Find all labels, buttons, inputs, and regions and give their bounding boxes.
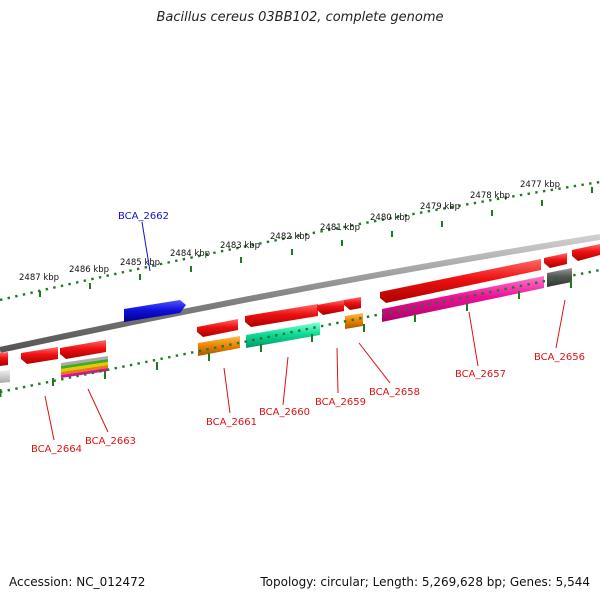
- gene-bca2657-arrow[interactable]: [380, 259, 541, 303]
- feature-teal-bca2660[interactable]: [246, 322, 320, 348]
- inner-ruler-dots: [0, 268, 600, 394]
- gene-arrow-edge-left[interactable]: [0, 352, 8, 366]
- feature-multi-stack[interactable]: [61, 356, 108, 366]
- feature-stack-magenta: [61, 368, 108, 378]
- outer-ruler-track: [0, 180, 600, 302]
- leader-bca2662: [141, 221, 151, 272]
- ruler-label-2477: 2477 kbp: [520, 180, 560, 190]
- feature-gray-left[interactable]: [0, 370, 10, 383]
- gene-label-bca2656[interactable]: BCA_2656: [534, 352, 585, 363]
- gene-label-bca2658[interactable]: BCA_2658: [369, 387, 420, 398]
- leader-bca2664: [44, 395, 55, 441]
- ruler-label-2479: 2479 kbp: [420, 202, 460, 212]
- ruler-labels: 2487 kbp 2486 kbp 2485 kbp 2484 kbp 2483…: [19, 180, 560, 283]
- feature-orange-bca2661[interactable]: [198, 336, 240, 356]
- label-leader-lines: [44, 221, 566, 441]
- gene-bca2656-arrow[interactable]: [544, 253, 567, 268]
- feature-orange-bca2659[interactable]: [345, 313, 363, 329]
- gene-bca2658-arrow[interactable]: [344, 297, 361, 310]
- feature-stack-orange: [61, 365, 108, 375]
- gene-arrow-1[interactable]: [197, 319, 238, 337]
- gene-label-bca2664[interactable]: BCA_2664: [31, 444, 82, 455]
- gene-label-bca2660[interactable]: BCA_2660: [259, 407, 310, 418]
- outer-ruler-ticks: [39, 187, 593, 297]
- feature-magenta-bca2657[interactable]: [382, 276, 544, 322]
- gene-bca2663-arrow[interactable]: [60, 340, 106, 359]
- leader-bca2658: [358, 342, 391, 384]
- leader-bca2657: [468, 311, 479, 367]
- ruler-label-2482: 2482 kbp: [270, 232, 310, 242]
- leader-bca2656: [555, 299, 566, 349]
- feature-stack-yellow: [61, 362, 108, 372]
- ruler-label-2483: 2483 kbp: [220, 241, 260, 251]
- gene-label-bca2659[interactable]: BCA_2659: [315, 397, 366, 408]
- feature-stack-green: [61, 359, 108, 369]
- inner-ruler-track: [0, 268, 600, 397]
- genome-backbone: [0, 234, 600, 353]
- gene-arrows: [0, 244, 600, 366]
- topology-text: Topology: circular; Length: 5,269,628 bp…: [260, 575, 590, 589]
- gene-bca2662-arrow[interactable]: [124, 300, 186, 322]
- gene-bca2664-arrow[interactable]: [21, 347, 58, 364]
- feature-bars: [0, 268, 572, 383]
- leader-bca2659: [336, 347, 339, 394]
- leader-bca2660: [282, 356, 289, 406]
- gene-bca2659-arrow[interactable]: [317, 300, 344, 315]
- accession-text: Accession: NC_012472: [9, 575, 146, 589]
- ruler-label-2487: 2487 kbp: [19, 273, 59, 283]
- ruler-label-2480: 2480 kbp: [370, 213, 410, 223]
- ruler-label-2481: 2481 kbp: [320, 223, 360, 233]
- gene-label-bca2662[interactable]: BCA_2662: [118, 211, 169, 222]
- gene-label-bca2657[interactable]: BCA_2657: [455, 369, 506, 380]
- gene-labels: BCA_2662 BCA_2664 BCA_2663 BCA_2661 BCA_…: [31, 211, 585, 455]
- leader-bca2663: [87, 388, 109, 433]
- gene-label-bca2663[interactable]: BCA_2663: [85, 436, 136, 447]
- outer-ruler-dots: [0, 180, 600, 302]
- leader-bca2661: [223, 367, 231, 414]
- ruler-label-2486: 2486 kbp: [69, 265, 109, 275]
- map-title: Bacillus cereus 03BB102, complete genome: [156, 10, 444, 25]
- ruler-label-2484: 2484 kbp: [170, 249, 210, 259]
- gene-label-bca2661[interactable]: BCA_2661: [206, 417, 257, 428]
- gene-arrow-edge-right[interactable]: [572, 244, 600, 261]
- ruler-label-2485: 2485 kbp: [120, 258, 160, 268]
- ruler-label-2478: 2478 kbp: [470, 191, 510, 201]
- inner-ruler-ticks: [0, 280, 572, 397]
- gene-bca2660-arrow[interactable]: [245, 304, 318, 327]
